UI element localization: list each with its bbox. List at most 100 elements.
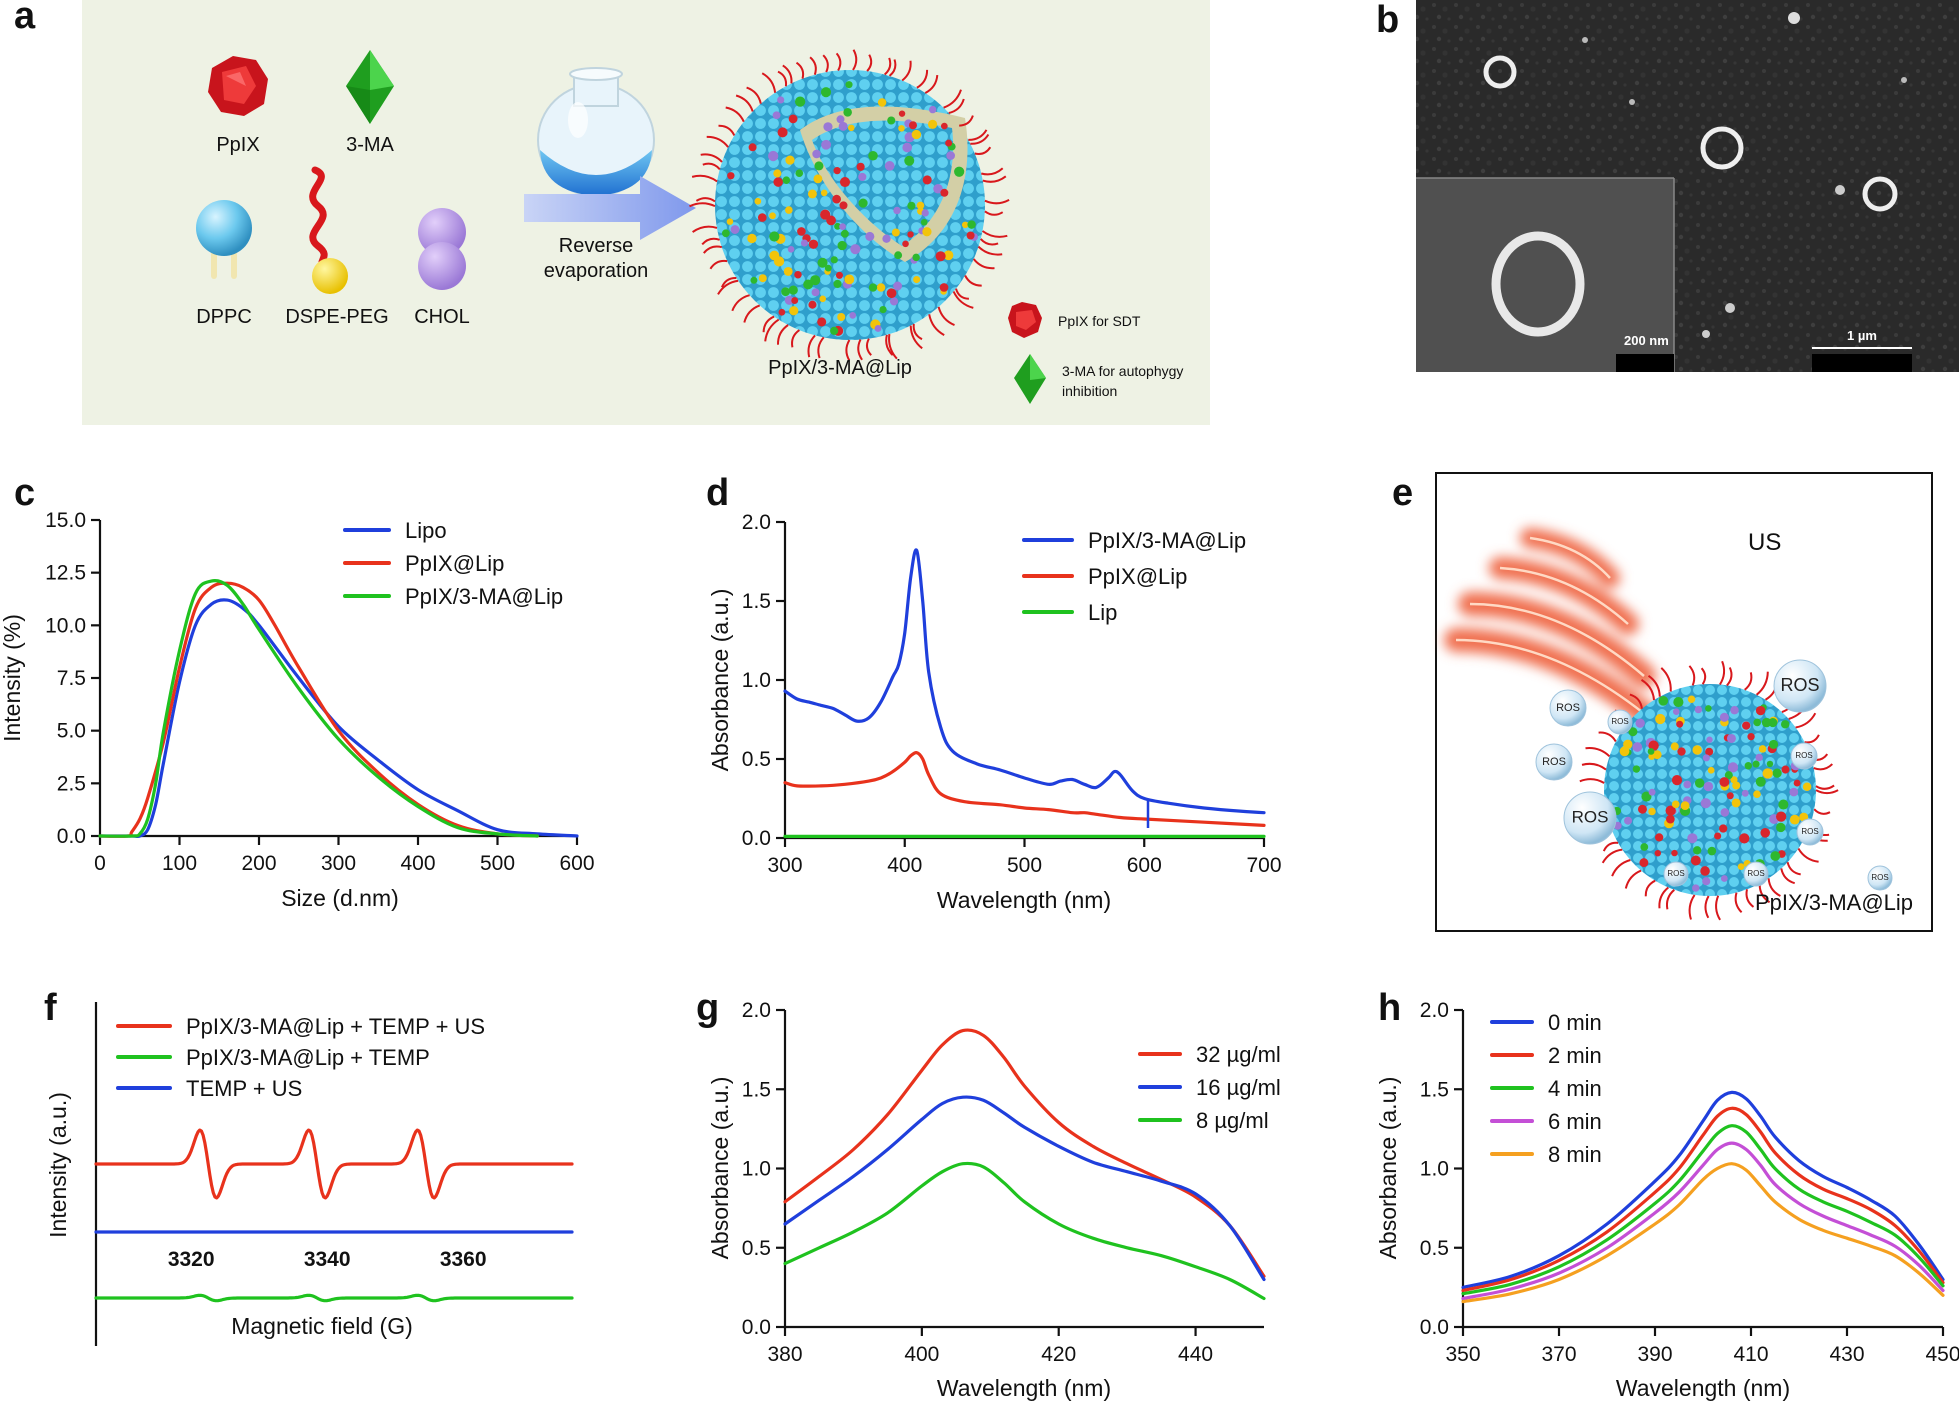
peg-chain <box>885 334 894 356</box>
ppix-gem-icon <box>208 56 268 116</box>
peg-chain <box>970 133 990 145</box>
label-chol: CHOL <box>414 306 470 328</box>
g-x-tick-label: 440 <box>1178 1343 1213 1366</box>
h-y-tick-label: 1.0 <box>1420 1158 1449 1181</box>
peg-chain <box>1598 731 1617 743</box>
g-series-line-1 <box>783 1095 1266 1282</box>
lipid-dot <box>788 285 798 295</box>
d-y-tick-label: 0.5 <box>742 748 771 771</box>
lipid-dot <box>768 150 779 162</box>
c-x-tick-label: 100 <box>162 852 197 875</box>
peg-chain <box>972 258 995 270</box>
peg-chain <box>795 61 805 79</box>
lipid-dot <box>1700 798 1711 809</box>
panel-c-chart: 0 100 200 300 400 500 600 0.0 2.5 5.0 7.5 10.0 12.5… <box>0 509 595 911</box>
lipid-dot <box>1731 798 1741 808</box>
lipid-dot <box>856 162 865 171</box>
c-y-tick-label: 15.0 <box>45 509 86 532</box>
liposome-illustration <box>689 49 1010 361</box>
f-x-ticks: 3320 3340 3360 <box>168 1248 487 1271</box>
lipid-dot <box>1755 753 1763 762</box>
lipid-dot <box>839 176 851 188</box>
lipid-dot <box>967 220 976 229</box>
d-legend-label: PpIX/3-MA@Lip <box>1088 528 1246 553</box>
d-x-tick-label: 700 <box>1246 854 1281 877</box>
lipid-dot <box>858 198 868 208</box>
g-y-tick-label: 1.0 <box>742 1158 771 1181</box>
lipid-dot <box>1719 777 1730 787</box>
lipid-dot <box>791 297 799 304</box>
d-x-tick-label: 600 <box>1127 854 1162 877</box>
c-y-tick-label: 2.5 <box>57 772 86 795</box>
h-y-tick-label: 1.5 <box>1420 1078 1449 1101</box>
label-dppc: DPPC <box>196 306 252 328</box>
lipid-dot <box>726 218 734 225</box>
lipid-dot <box>876 283 886 292</box>
lipid-dot <box>808 239 819 249</box>
ros-label: ROS <box>1611 717 1628 726</box>
lipid-dot <box>1705 747 1714 756</box>
lipid-dot <box>1680 801 1690 811</box>
ros-label: ROS <box>1556 702 1580 714</box>
h-y-label: Absorbance (a.u.) <box>1375 1077 1401 1260</box>
lipid-dot <box>927 119 938 129</box>
lipid-dot <box>1793 779 1801 787</box>
c-x-tick-label: 500 <box>480 852 515 875</box>
dspe-peg-icon <box>309 166 348 294</box>
c-legend-label: PpIX/3-MA@Lip <box>405 584 563 609</box>
lipid-dot <box>1724 771 1733 780</box>
peg-chain <box>982 175 1007 183</box>
peg-chain <box>691 174 718 183</box>
lipid-dot <box>773 256 785 267</box>
panel-e-schematic: US ROS ROS ROS ROS ROS ROS ROS ROS ROS ROS PpIX/3… <box>1435 472 1933 932</box>
ros-label: ROS <box>1542 756 1566 768</box>
d-series-line-0 <box>783 548 1266 815</box>
lipid-dot <box>777 127 788 138</box>
lipid-dot <box>1742 721 1751 730</box>
lipid-dot <box>1670 742 1679 751</box>
g-y-label: Absorbance (a.u.) <box>707 1077 733 1260</box>
lipid-dot <box>1730 706 1739 715</box>
lipid-dot <box>1635 718 1645 728</box>
ma-diamond-icon <box>346 50 394 124</box>
lipid-dot <box>807 189 817 199</box>
g-y-tick-label: 0.0 <box>742 1316 771 1339</box>
lipid-dot <box>797 227 806 236</box>
lipid-dot <box>794 270 802 279</box>
peg-chain <box>1744 672 1753 691</box>
ros-label: ROS <box>1780 675 1819 695</box>
ros-bubble-icon <box>1867 865 1893 891</box>
peg-chain <box>689 202 716 208</box>
peg-chain <box>865 338 872 356</box>
lipid-dot <box>840 229 849 238</box>
label-3ma: 3-MA <box>346 134 394 156</box>
c-y-tick-label: 10.0 <box>45 614 86 637</box>
lipid-dot <box>1693 846 1702 855</box>
lipid-dot <box>1672 708 1680 715</box>
h-legend-label: 4 min <box>1548 1076 1602 1101</box>
process-arrow <box>524 176 696 240</box>
ma-legend-diamond-icon <box>1014 354 1046 404</box>
peg-chain <box>700 153 723 163</box>
d-x-label: Wavelength (nm) <box>937 887 1111 913</box>
lipid-dot <box>1647 748 1655 755</box>
lipid-dot <box>1727 762 1739 773</box>
peg-chain <box>1815 784 1835 790</box>
lipid-dot <box>858 172 867 182</box>
flask-icon <box>537 67 655 197</box>
lipid-dot <box>935 251 946 262</box>
particle <box>1901 77 1907 83</box>
ros-bubble-icon <box>1790 742 1818 770</box>
panel-a-schematic: PpIX 3-MA DPPC DSPE-PEG CHOL <box>82 0 1210 425</box>
lipid-dot <box>1671 849 1678 857</box>
lipid-dot <box>1707 846 1717 856</box>
lipid-dot <box>812 149 821 159</box>
lipid-dot <box>898 110 906 117</box>
lipid-dot <box>837 312 846 321</box>
lipid-dot <box>1720 875 1728 882</box>
lipid-dot <box>908 121 918 130</box>
lipid-dot <box>839 223 846 230</box>
h-y-ticks: 0.0 0.5 1.0 1.5 2.0 <box>1420 999 1463 1339</box>
lipid-dot <box>1671 800 1680 809</box>
us-label: US <box>1748 529 1781 556</box>
